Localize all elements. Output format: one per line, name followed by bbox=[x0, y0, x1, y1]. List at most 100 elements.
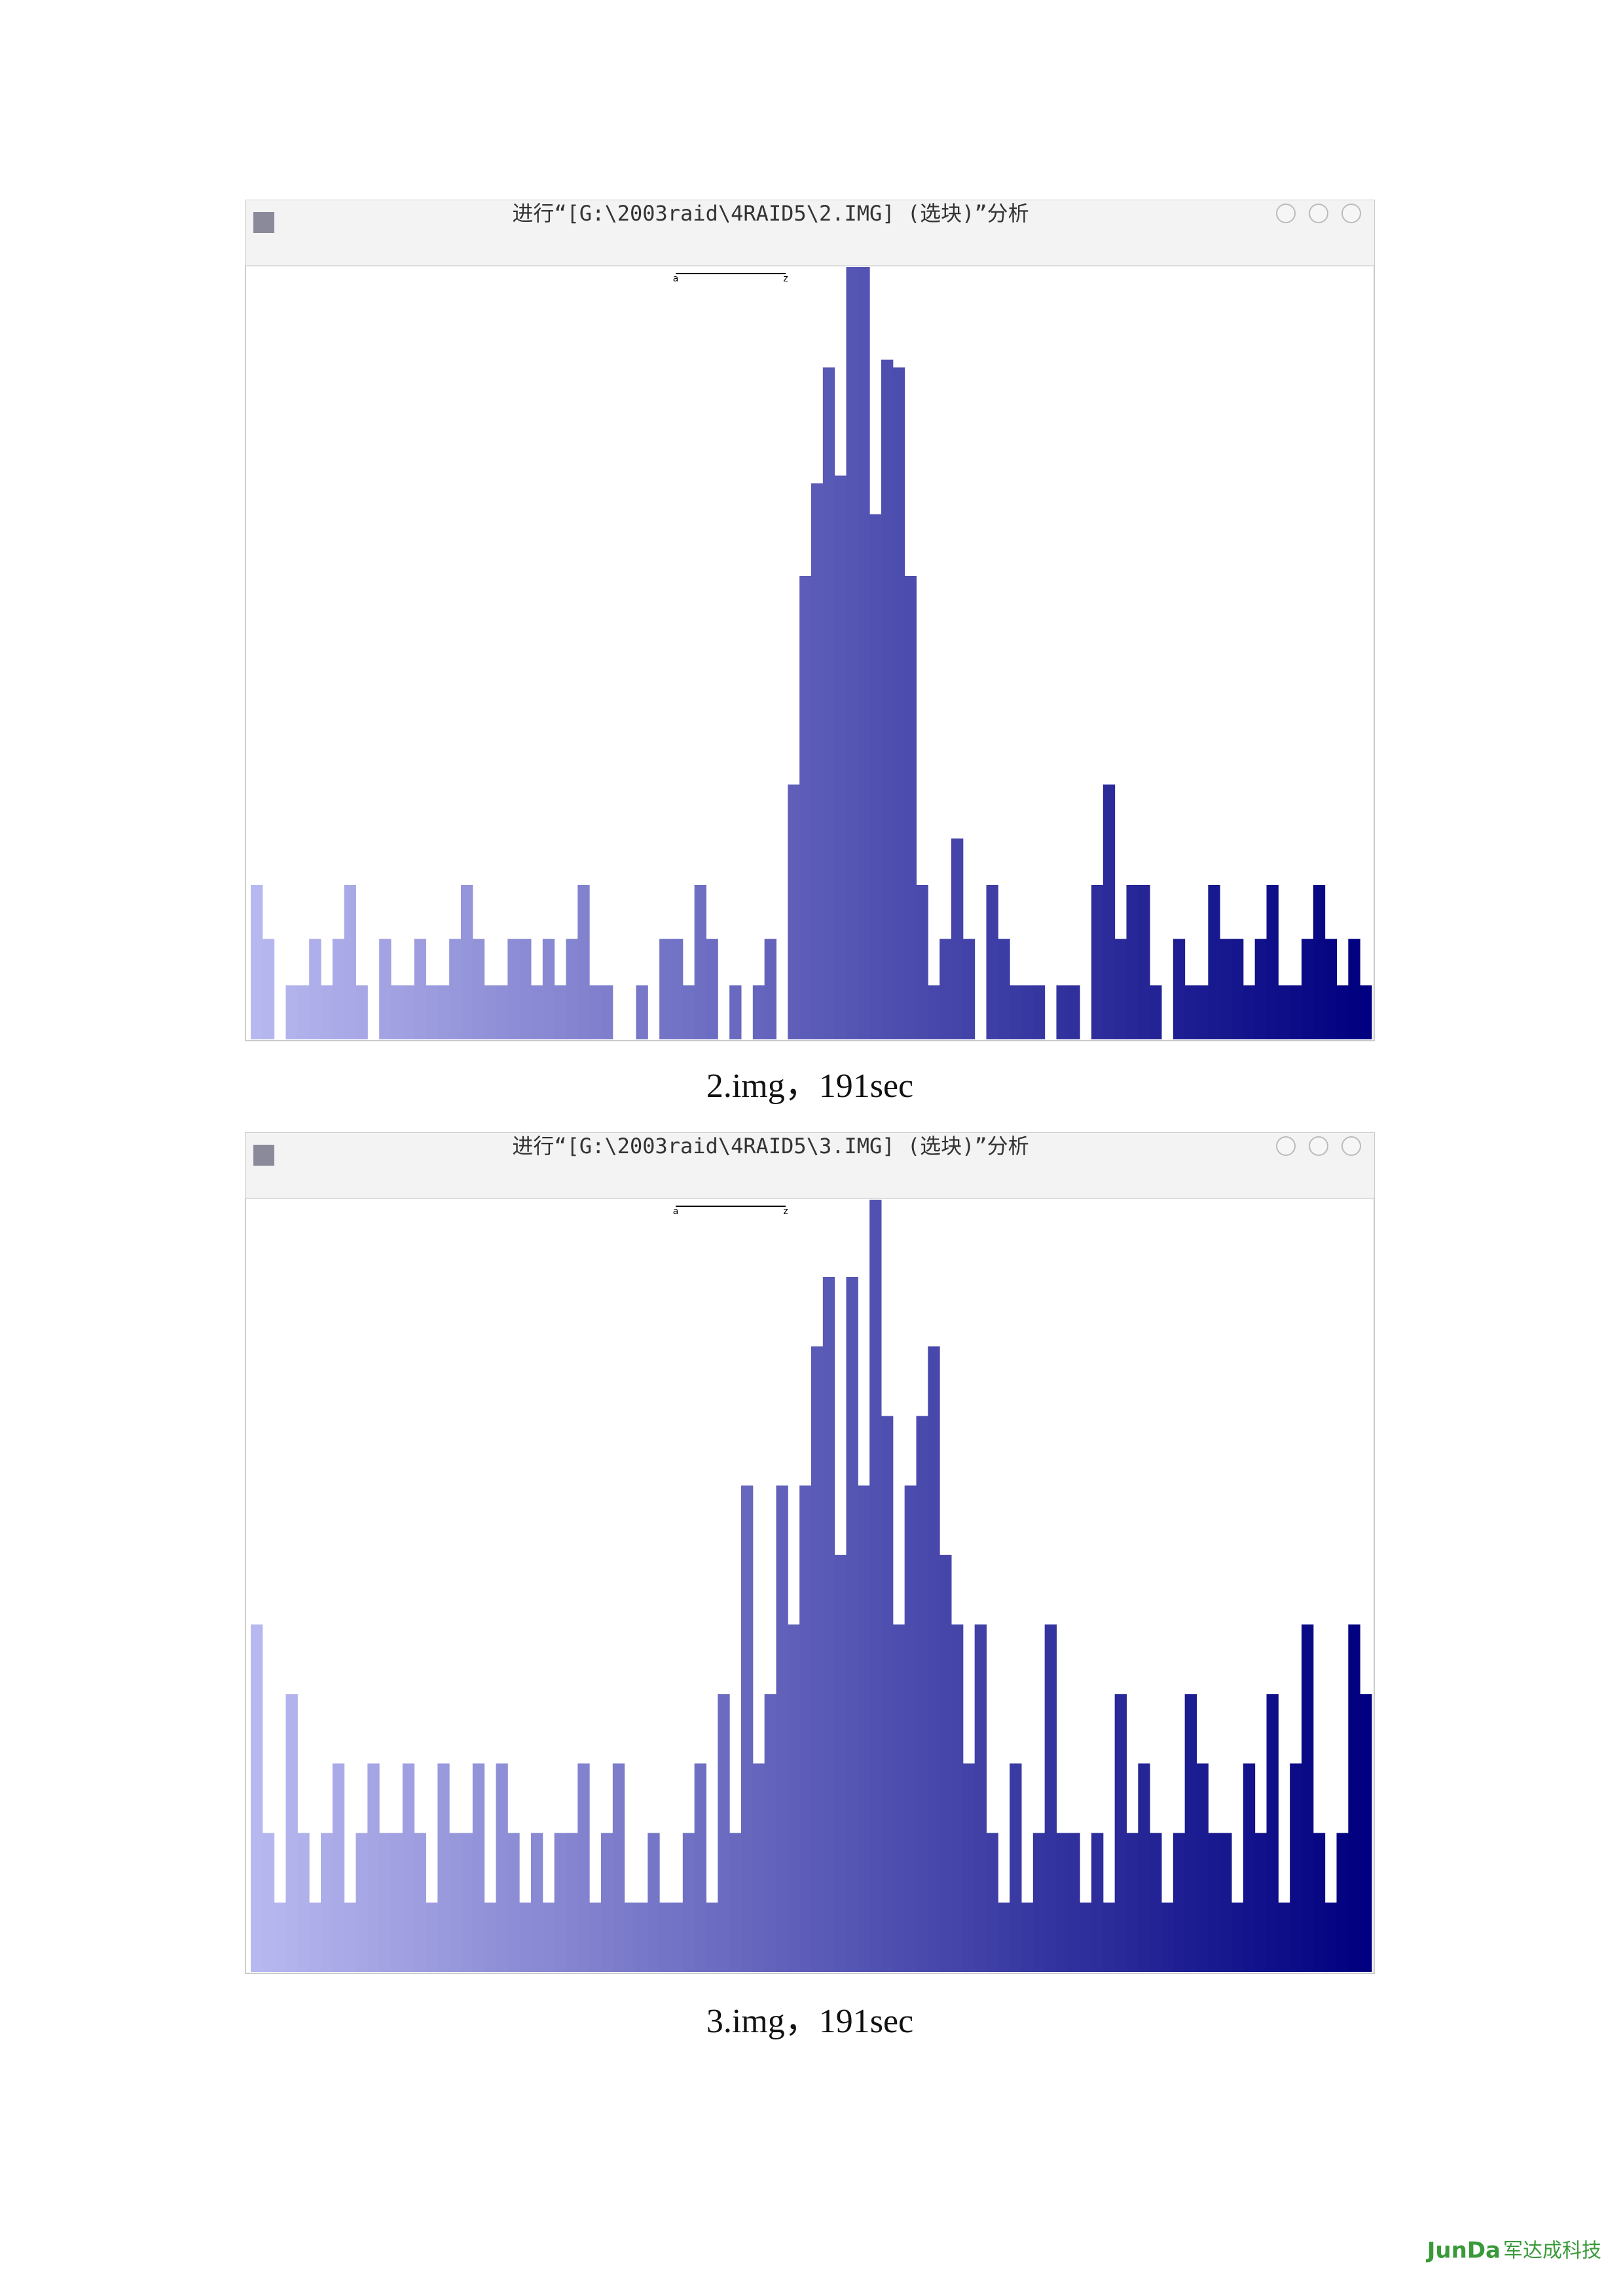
bar bbox=[694, 885, 706, 1039]
range-label: z bbox=[783, 274, 788, 284]
bar bbox=[624, 1902, 636, 1972]
bar bbox=[356, 1833, 368, 1972]
bar bbox=[939, 1554, 952, 1972]
bar bbox=[472, 1763, 485, 1972]
window-button[interactable] bbox=[1276, 204, 1296, 223]
bar bbox=[1126, 1833, 1139, 1972]
bar bbox=[671, 1902, 684, 1972]
bar bbox=[916, 885, 928, 1039]
bar bbox=[694, 1763, 706, 1972]
bar bbox=[846, 267, 858, 1039]
bar bbox=[426, 1902, 438, 1972]
bar bbox=[262, 1833, 275, 1972]
bar bbox=[542, 1902, 555, 1972]
bar bbox=[332, 939, 345, 1039]
window: 进行“[G:\2003raid\4RAID5\2.IMG] (选块)”分析 a z bbox=[245, 200, 1375, 1041]
bar bbox=[729, 1833, 742, 1972]
bar bbox=[496, 985, 508, 1039]
bar bbox=[752, 985, 765, 1039]
window-button[interactable] bbox=[1309, 204, 1328, 223]
bar bbox=[1231, 939, 1244, 1039]
bar bbox=[764, 939, 776, 1039]
bar bbox=[274, 1902, 286, 1972]
bar bbox=[1278, 1902, 1290, 1972]
bar bbox=[1313, 885, 1326, 1039]
window-icon bbox=[253, 212, 274, 233]
bar bbox=[1091, 1833, 1104, 1972]
bar bbox=[1021, 985, 1034, 1039]
bar bbox=[928, 1346, 940, 1972]
bar bbox=[799, 576, 812, 1039]
bar bbox=[601, 1833, 613, 1972]
bar bbox=[519, 939, 532, 1039]
window-button[interactable] bbox=[1341, 1136, 1361, 1156]
bar bbox=[892, 367, 905, 1039]
bar bbox=[1184, 985, 1197, 1039]
bar bbox=[612, 1763, 625, 1972]
bar bbox=[1208, 885, 1220, 1039]
bar bbox=[1196, 1763, 1209, 1972]
bar bbox=[589, 985, 602, 1039]
bar bbox=[1243, 1763, 1256, 1972]
bar bbox=[1231, 1902, 1244, 1972]
bar bbox=[998, 939, 1010, 1039]
bar bbox=[799, 1485, 812, 1972]
bar bbox=[1324, 1902, 1337, 1972]
bar bbox=[1138, 1763, 1150, 1972]
window-button[interactable] bbox=[1341, 204, 1361, 223]
bar bbox=[729, 985, 742, 1039]
bar bbox=[321, 1833, 333, 1972]
bar bbox=[718, 1694, 730, 1972]
bar bbox=[752, 1763, 765, 1972]
bar bbox=[928, 985, 940, 1039]
bar bbox=[297, 1833, 310, 1972]
bar bbox=[869, 1200, 882, 1972]
bar bbox=[251, 1624, 263, 1972]
bar bbox=[577, 1763, 590, 1972]
bar bbox=[531, 985, 543, 1039]
bar bbox=[1068, 985, 1080, 1039]
bar bbox=[1348, 1624, 1360, 1972]
bar bbox=[1010, 985, 1022, 1039]
bar bbox=[834, 1554, 847, 1972]
bar bbox=[1150, 1833, 1162, 1972]
bar bbox=[998, 1902, 1010, 1972]
bar bbox=[951, 838, 964, 1039]
bar bbox=[1114, 1694, 1127, 1972]
bar bbox=[554, 1833, 566, 1972]
bar bbox=[939, 939, 952, 1039]
bar bbox=[1056, 1833, 1068, 1972]
bar bbox=[437, 1763, 450, 1972]
bar bbox=[1068, 1833, 1080, 1972]
window-button[interactable] bbox=[1309, 1136, 1328, 1156]
bar bbox=[741, 1485, 754, 1972]
bar bbox=[414, 939, 426, 1039]
bar bbox=[297, 985, 310, 1039]
bar bbox=[892, 1624, 905, 1972]
window: 进行“[G:\2003raid\4RAID5\3.IMG] (选块)”分析 a z bbox=[245, 1132, 1375, 1974]
bar bbox=[1360, 1694, 1372, 1972]
bar bbox=[1044, 1624, 1057, 1972]
bar bbox=[776, 1485, 788, 1972]
bar bbox=[1208, 1833, 1220, 1972]
bar bbox=[507, 939, 520, 1039]
bar bbox=[706, 1902, 718, 1972]
bar bbox=[1032, 1833, 1046, 1972]
bar bbox=[426, 985, 438, 1039]
caption: 3.img，191sec bbox=[706, 2003, 913, 2040]
bar bbox=[869, 514, 882, 1039]
window-button[interactable] bbox=[1276, 1136, 1296, 1156]
bar bbox=[636, 1902, 648, 1972]
bar bbox=[484, 1902, 496, 1972]
bar bbox=[1302, 939, 1314, 1039]
bar bbox=[1161, 1902, 1174, 1972]
bar bbox=[659, 939, 672, 1039]
bar bbox=[461, 885, 473, 1039]
bar bbox=[986, 1833, 998, 1972]
caption: 2.img，191sec bbox=[706, 1067, 913, 1105]
bar bbox=[402, 1763, 415, 1972]
bar bbox=[1010, 1763, 1022, 1972]
bar bbox=[647, 1833, 660, 1972]
bar bbox=[1126, 885, 1139, 1039]
bar bbox=[881, 1416, 894, 1972]
